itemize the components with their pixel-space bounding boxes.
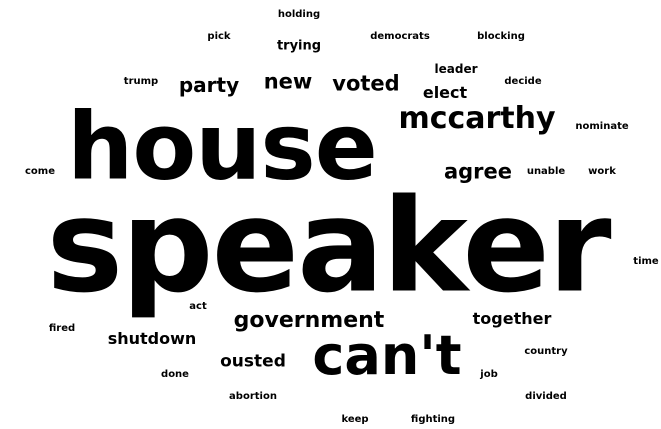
- word-come: come: [25, 166, 55, 177]
- word-leader: leader: [434, 62, 478, 76]
- word-house: house: [67, 92, 378, 201]
- word-cant: can't: [312, 324, 462, 387]
- word-abortion: abortion: [229, 391, 277, 402]
- word-decide: decide: [504, 76, 542, 87]
- word-keep: keep: [341, 414, 369, 425]
- word-act: act: [189, 301, 207, 312]
- word-job: job: [480, 369, 498, 380]
- word-blocking: blocking: [477, 31, 525, 42]
- word-trying: trying: [276, 38, 322, 54]
- word-speaker: speaker: [46, 171, 611, 322]
- word-mccarthy: mccarthy: [398, 101, 556, 136]
- word-voted: voted: [332, 71, 400, 96]
- word-new: new: [263, 69, 313, 94]
- word-time: time: [633, 256, 659, 267]
- word-work: work: [588, 166, 616, 177]
- word-democrats: democrats: [370, 31, 430, 42]
- word-agree: agree: [443, 159, 513, 184]
- word-together: together: [472, 309, 552, 328]
- word-divided: divided: [525, 391, 567, 402]
- word-elect: elect: [422, 83, 468, 102]
- word-trump: trump: [123, 76, 159, 87]
- word-country: country: [524, 346, 568, 357]
- word-pick: pick: [207, 31, 231, 42]
- word-ousted: ousted: [220, 351, 286, 372]
- word-party: party: [178, 73, 240, 97]
- word-holding: holding: [277, 9, 321, 20]
- word-fighting: fighting: [410, 414, 456, 425]
- word-government: government: [233, 308, 385, 333]
- word-shutdown: shutdown: [107, 329, 197, 348]
- word-unable: unable: [526, 166, 566, 177]
- word-fired: fired: [48, 323, 76, 334]
- word-nominate: nominate: [575, 121, 629, 132]
- word-done: done: [161, 369, 189, 380]
